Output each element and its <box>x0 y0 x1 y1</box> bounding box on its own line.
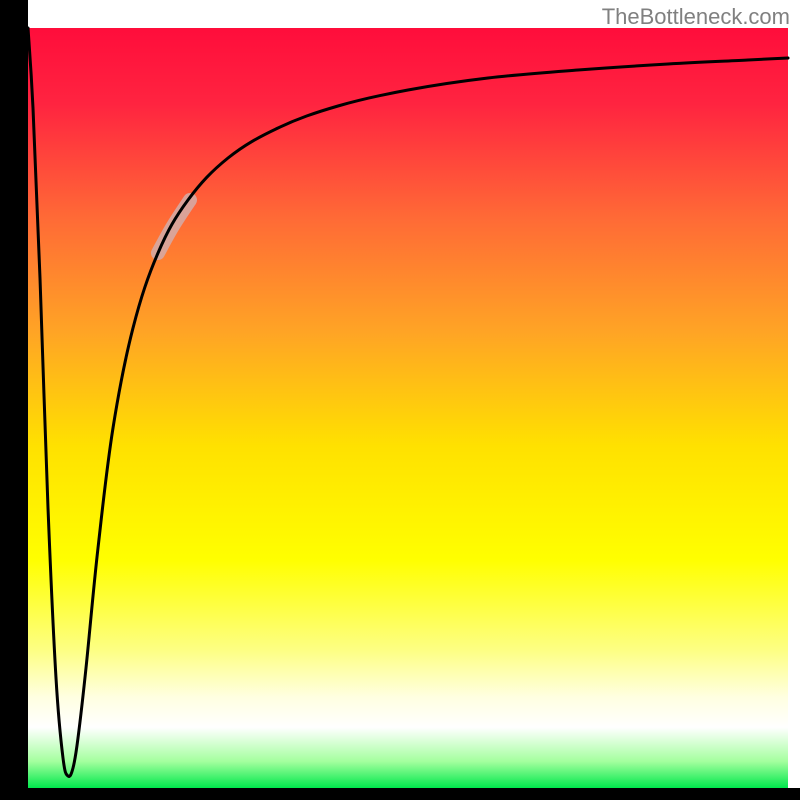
curve-layer <box>28 28 788 788</box>
main-curve <box>28 28 788 777</box>
bottleneck-chart: TheBottleneck.com <box>0 0 800 800</box>
plot-area <box>28 28 788 788</box>
watermark-text: TheBottleneck.com <box>602 4 790 30</box>
